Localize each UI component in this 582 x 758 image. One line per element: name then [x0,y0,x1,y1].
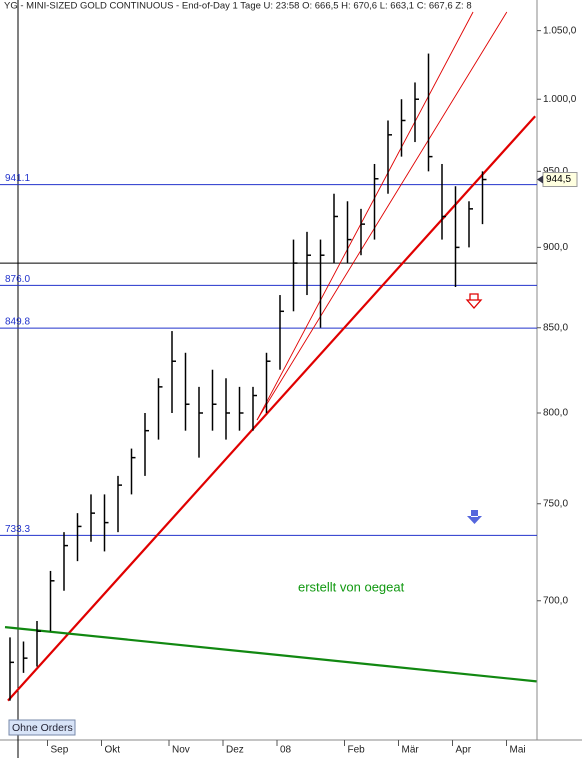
button-box[interactable] [8,719,76,736]
trendline [4,626,537,683]
annotation: erstellt von oegeat [298,579,405,594]
trendline [256,11,508,421]
y-tick-label: 800,0 [543,408,568,419]
trendline [7,115,536,702]
last-price-pointer [537,175,543,184]
level-label: 941.1 [5,173,30,184]
y-tick-label: 850,0 [543,322,568,333]
y-tick-label: 900,0 [543,242,568,253]
sell-arrow-icon [465,293,483,309]
y-tick-label: 1.050,0 [543,25,577,36]
button[interactable]: Ohne Orders [8,719,76,736]
x-tick-label: Dez [226,745,244,756]
x-tick-label: Nov [172,745,190,756]
x-tick-label: Mai [510,745,526,756]
x-tick-label: 08 [280,745,292,756]
x-tick-label: Okt [105,745,121,756]
x-tick-label: Feb [348,745,366,756]
chart-title: YG - MINI-SIZED GOLD CONTINUOUS - End-of… [4,1,472,12]
last-price-label: 944,5 [546,174,571,185]
y-tick-label: 750,0 [543,498,568,509]
y-tick-label: 950,0 [543,166,568,177]
level-label: 733.3 [5,524,30,535]
level-label: 876.0 [5,274,30,285]
x-tick-label: Apr [456,745,472,756]
level-label: 849.8 [5,317,30,328]
trendline [256,11,474,421]
y-tick-label: 1.000,0 [543,94,577,105]
y-tick-label: 700,0 [543,595,568,606]
down-arrow-icon [467,510,482,524]
button-label[interactable]: Ohne Orders [12,722,73,734]
x-tick-label: Mär [402,745,420,756]
x-tick-label: Sep [51,745,69,756]
